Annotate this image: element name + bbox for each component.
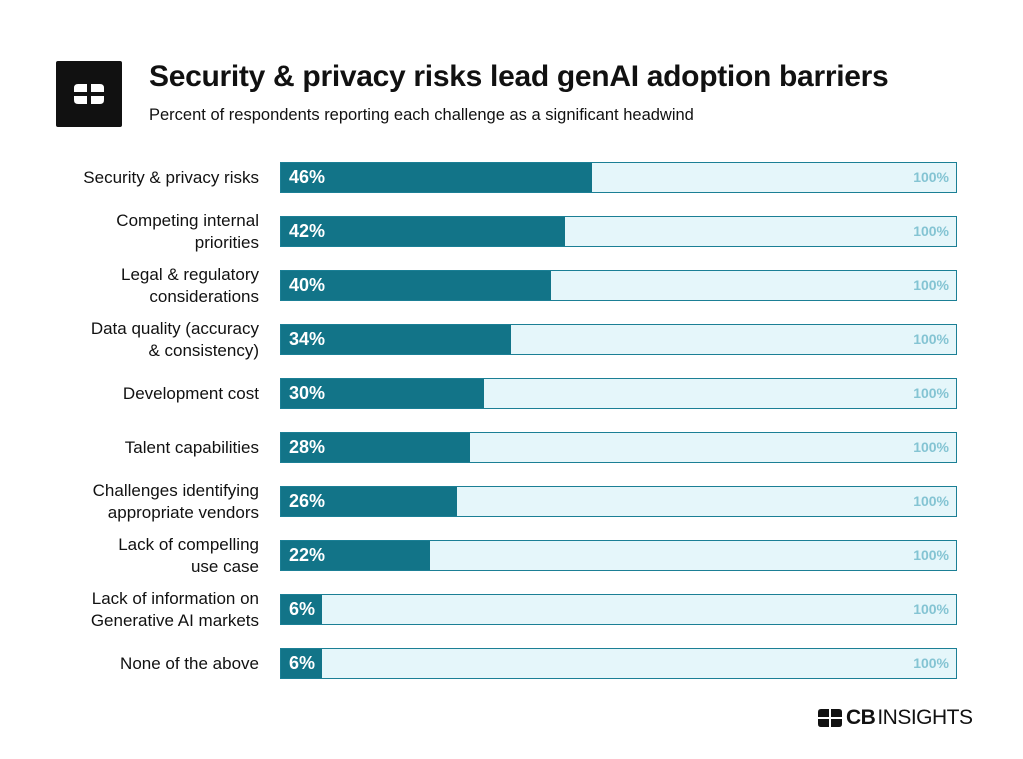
category-label: Lack of compelling use case: [29, 534, 259, 578]
bar: [281, 379, 484, 408]
cb-insights-mark-icon: [818, 709, 842, 727]
cb-insights-wordmark: CB INSIGHTS: [818, 706, 973, 730]
bar-track: 28% 100%: [280, 432, 957, 463]
bar: [281, 649, 322, 678]
bar-track: 42% 100%: [280, 216, 957, 247]
chart-subtitle: Percent of respondents reporting each ch…: [149, 106, 694, 124]
bar-value-label: 22%: [289, 545, 326, 565]
category-label-line: appropriate vendors: [107, 502, 259, 522]
bar-value-label: 6%: [289, 653, 316, 673]
category-label-line: & consistency): [148, 340, 259, 360]
category-label-line: None of the above: [120, 653, 259, 673]
bar-max-label: 100%: [913, 385, 949, 401]
category-label: None of the above: [29, 653, 259, 675]
bar-track: 22% 100%: [280, 540, 957, 571]
category-label-line: Generative AI markets: [90, 610, 259, 630]
category-label: Talent capabilities: [29, 437, 259, 459]
bar: [281, 433, 470, 462]
category-label-line: priorities: [194, 232, 259, 252]
bar-track: 40% 100%: [280, 270, 957, 301]
bar: [281, 271, 551, 300]
bar-track: 6% 100%: [280, 594, 957, 625]
category-label-line: Development cost: [122, 383, 259, 403]
category-label-line: Legal & regulatory: [121, 264, 259, 284]
bar-value-label: 42%: [289, 221, 326, 241]
bar: [281, 487, 457, 516]
bar: [281, 163, 592, 192]
category-label-line: Data quality (accuracy: [90, 318, 259, 338]
bar-max-label: 100%: [913, 493, 949, 509]
bar-value-label: 34%: [289, 329, 326, 349]
category-label: Security & privacy risks: [29, 167, 259, 189]
category-label: Development cost: [29, 383, 259, 405]
category-label-line: Challenges identifying: [92, 480, 259, 500]
category-label-line: Competing internal: [116, 210, 259, 230]
bar-max-label: 100%: [913, 277, 949, 293]
bar-track: 34% 100%: [280, 324, 957, 355]
bar: [281, 325, 511, 354]
category-label-line: considerations: [149, 286, 259, 306]
category-label-line: Lack of information on: [91, 588, 259, 608]
bar-max-label: 100%: [913, 223, 949, 239]
category-label: Lack of information on Generative AI mark…: [29, 588, 259, 632]
bar-max-label: 100%: [913, 439, 949, 455]
bar-value-label: 26%: [289, 491, 326, 511]
bar-max-label: 100%: [913, 331, 949, 347]
bar-max-label: 100%: [913, 547, 949, 563]
bar-track: 46% 100%: [280, 162, 957, 193]
bar-track: 26% 100%: [280, 486, 957, 517]
category-label: Challenges identifying appropriate vendor…: [29, 480, 259, 524]
wordmark-insights: INSIGHTS: [877, 706, 973, 729]
category-label-line: use case: [190, 556, 259, 576]
bar-track: 30% 100%: [280, 378, 957, 409]
bar: [281, 217, 565, 246]
chart-title: Security & privacy risks lead genAI adop…: [149, 60, 889, 93]
bar: [281, 595, 322, 624]
category-label: Data quality (accuracy & consistency): [29, 318, 259, 362]
bar: [281, 541, 430, 570]
bar-value-label: 46%: [289, 167, 326, 187]
bar-max-label: 100%: [913, 655, 949, 671]
bar-max-label: 100%: [913, 169, 949, 185]
bar-track: 6% 100%: [280, 648, 957, 679]
cb-insights-logo: [56, 61, 122, 127]
category-label: Legal & regulatory considerations: [29, 264, 259, 308]
category-label-line: Lack of compelling: [118, 534, 259, 554]
bar-max-label: 100%: [913, 601, 949, 617]
bar-value-label: 6%: [289, 599, 316, 619]
cb-insights-logo-icon: [74, 84, 104, 104]
category-label-line: Security & privacy risks: [83, 167, 259, 187]
wordmark-cb: CB: [846, 706, 876, 729]
bar-value-label: 30%: [289, 383, 326, 403]
bar-value-label: 40%: [289, 275, 326, 295]
bar-value-label: 28%: [289, 437, 326, 457]
category-label: Competing internal priorities: [29, 210, 259, 254]
category-label-line: Talent capabilities: [124, 437, 259, 457]
